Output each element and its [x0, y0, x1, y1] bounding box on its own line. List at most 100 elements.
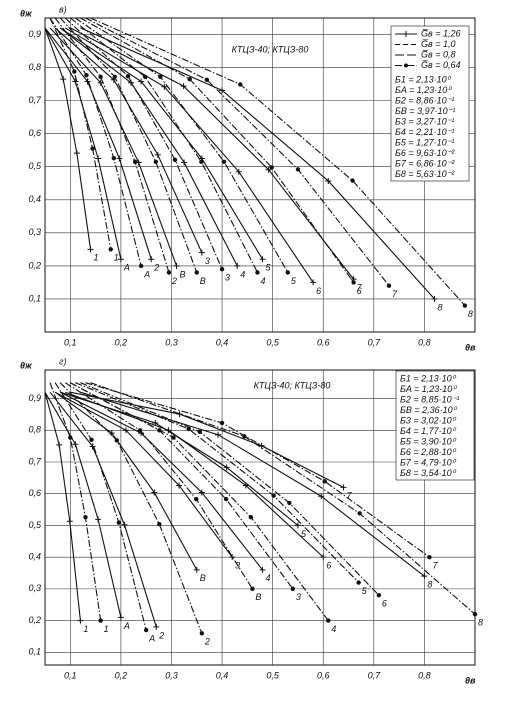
marker — [269, 165, 274, 170]
y-tick-label: 0,9 — [28, 29, 41, 39]
marker — [122, 427, 129, 434]
b-value: Б5 = 1,27·10⁻¹ — [395, 137, 454, 147]
curve — [90, 17, 466, 306]
curve-label: 7 — [432, 561, 438, 571]
marker — [187, 76, 192, 82]
marker — [356, 580, 361, 585]
marker — [285, 270, 291, 275]
marker — [90, 146, 95, 151]
curve — [64, 27, 314, 283]
marker — [116, 155, 123, 162]
b-value: Б4 = 2,21·10⁻¹ — [395, 127, 454, 137]
curve-label: 1 — [104, 624, 109, 634]
b-value: Б6 = 2,88·10⁰ — [400, 447, 457, 457]
x-tick-label: 0,6 — [317, 337, 330, 347]
marker — [165, 427, 172, 434]
curve — [80, 382, 380, 596]
curve-label: A — [123, 263, 130, 273]
curve — [85, 17, 390, 287]
b-value: Б7 = 6,86·10⁻² — [395, 158, 455, 168]
marker — [112, 74, 118, 80]
marker — [116, 520, 122, 525]
marker — [215, 431, 222, 438]
curve-label: 7 — [392, 289, 398, 299]
marker — [154, 151, 161, 158]
marker — [357, 511, 362, 516]
marker — [295, 167, 301, 172]
y-tick-label: 0,6 — [28, 488, 41, 498]
y-tick-label: 0,3 — [28, 583, 41, 593]
curve-label: B — [180, 269, 186, 279]
marker — [255, 270, 260, 275]
marker — [219, 420, 225, 426]
marker — [143, 627, 149, 633]
x-tick-label: 0,4 — [216, 670, 229, 680]
x-tick-label: 0,3 — [165, 670, 178, 680]
marker — [322, 479, 327, 484]
curve-label: 6 — [326, 561, 331, 571]
curve-label: 6 — [357, 286, 362, 296]
b-value: Б7 = 4,79·10⁰ — [400, 457, 457, 467]
curve — [75, 382, 360, 583]
curve-label: B — [200, 573, 206, 583]
x-tick-label: 0,3 — [165, 337, 178, 347]
curve — [49, 17, 112, 250]
b-value: Б2 = 8,86·10⁻¹ — [395, 95, 454, 105]
curve-label: 2 — [204, 637, 210, 647]
x-tick-label: 0,1 — [64, 670, 77, 680]
marker — [271, 493, 276, 498]
curve-label: 8 — [468, 309, 473, 319]
curve-label: 5 — [362, 586, 368, 596]
curve — [54, 27, 203, 253]
curve — [64, 382, 253, 590]
curve-label: 5 — [291, 276, 297, 286]
marker — [219, 87, 226, 94]
curve-label: 1 — [94, 253, 99, 263]
curve-label: 1 — [83, 624, 88, 634]
marker — [173, 262, 180, 269]
legend-box — [395, 370, 475, 481]
marker — [242, 482, 249, 489]
x-axis-label: θв — [465, 342, 476, 352]
curve — [44, 27, 92, 250]
marker — [194, 496, 199, 502]
curve — [75, 17, 289, 273]
b-value: Б4 = 1,77·10⁰ — [400, 426, 457, 436]
b-value: Б2 = 8,85·10⁻¹ — [400, 394, 459, 404]
x-tick-label: 0,7 — [368, 337, 382, 347]
marker — [121, 521, 128, 528]
plot-frame — [44, 369, 476, 666]
curve — [59, 27, 264, 260]
marker — [171, 435, 176, 440]
marker — [89, 437, 94, 442]
marker — [320, 554, 327, 561]
marker — [223, 496, 229, 502]
marker — [98, 74, 103, 80]
marker — [153, 623, 160, 630]
y-tick-label: 0,1 — [28, 293, 41, 303]
marker — [376, 593, 382, 598]
curve-label: B — [200, 276, 206, 286]
b-value: Б6 = 9,63·10⁻² — [395, 148, 455, 158]
marker — [138, 263, 144, 269]
y-tick-label: 0,4 — [28, 194, 41, 204]
curve-label: 2 — [153, 263, 159, 273]
marker — [194, 270, 199, 275]
b-value: Б8 = 3,54·10⁰ — [400, 468, 457, 478]
marker — [340, 484, 347, 491]
marker — [259, 566, 266, 573]
y-tick-label: 0,8 — [28, 62, 41, 72]
curve-label: 8 — [478, 618, 483, 628]
legend-box — [390, 25, 470, 182]
marker — [318, 493, 325, 500]
curve — [70, 27, 355, 280]
marker — [198, 489, 205, 496]
marker — [235, 168, 242, 175]
y-tick-label: 0,3 — [28, 227, 41, 237]
curve — [70, 382, 329, 621]
marker — [326, 618, 331, 623]
b-value: Б8 = 5,63·10⁻² — [395, 169, 455, 179]
y-tick-label: 0,2 — [28, 615, 41, 625]
curve — [44, 392, 81, 621]
marker — [421, 573, 428, 580]
